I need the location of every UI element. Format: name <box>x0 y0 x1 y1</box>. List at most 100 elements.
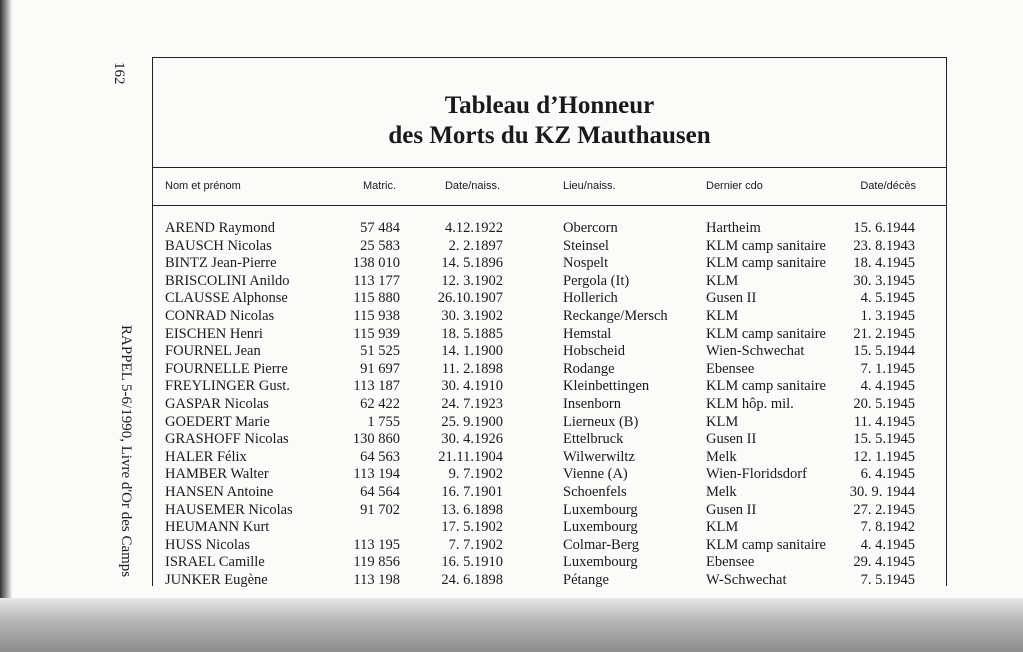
table-cell: Wilwerwiltz <box>563 448 635 465</box>
table-cell: 30. 3.1945 <box>853 272 915 289</box>
table-cell: 30. 4.1910 <box>441 378 503 395</box>
table-cell: FOURNEL Jean <box>165 343 261 360</box>
table-cell: BINTZ Jean-Pierre <box>165 255 277 272</box>
table-cell: 24. 7.1923 <box>441 396 503 412</box>
table-cell: 113 195 <box>353 536 400 553</box>
table-cell: 16. 5.1910 <box>441 554 503 571</box>
table-cell: KLM <box>706 308 739 324</box>
table-cell: KLM <box>706 413 739 430</box>
table-cell: 115 938 <box>353 308 400 324</box>
title-line: des Morts du KZ Mauthausen <box>388 122 711 149</box>
table-cell: 138 010 <box>352 255 400 272</box>
table-cell: HANSEN Antoine <box>165 484 274 500</box>
table-cell: Wien-Schwechat <box>706 343 805 360</box>
table-cell: 30. 4.1926 <box>441 431 503 448</box>
rule <box>152 167 947 168</box>
table-cell: 4. 4.1945 <box>860 536 915 553</box>
table-frame <box>152 57 947 586</box>
table-cell: 6. 4.1945 <box>860 466 915 483</box>
table-cell: Ebensee <box>706 360 755 377</box>
column-header: Nom et prénom <box>165 180 241 192</box>
table-cell: Luxembourg <box>563 519 638 536</box>
table-cell: Pétange <box>563 572 609 588</box>
table-cell: Luxembourg <box>563 554 638 571</box>
scan-shadow <box>0 598 1023 652</box>
table-cell: Reckange/Mersch <box>563 308 668 324</box>
table-cell: KLM camp sanitaire <box>706 536 826 553</box>
table-cell: Wien-Floridsdorf <box>706 466 807 483</box>
table-cell: 12. 1.1945 <box>853 448 915 465</box>
table-cell: 7. 7.1902 <box>448 536 503 553</box>
table-cell: CONRAD Nicolas <box>165 308 275 324</box>
table-cell: Luxembourg <box>563 501 638 518</box>
table-cell: Gusen II <box>706 431 757 448</box>
table-cell: 1 755 <box>367 413 400 430</box>
table-cell: 130 860 <box>352 431 400 448</box>
table-cell: CLAUSSE Alphonse <box>165 290 288 307</box>
table-cell: 113 187 <box>353 378 400 395</box>
table-cell: 18. 4.1945 <box>853 255 915 272</box>
table-cell: 18. 5.1885 <box>441 325 503 342</box>
table-cell: 23. 8.1943 <box>853 237 915 254</box>
table-cell: 20. 5.1945 <box>853 396 915 412</box>
table-cell: EISCHEN Henri <box>165 325 263 342</box>
table-cell: Ebensee <box>706 554 755 571</box>
table-cell: Colmar-Berg <box>563 536 639 553</box>
table-cell: JUNKER Eugène <box>165 572 268 588</box>
table-cell: 4.12.1922 <box>445 220 503 236</box>
table-cell: 91 702 <box>360 501 400 518</box>
table-cell: Gusen II <box>706 290 757 307</box>
title-line: Tableau d’Honneur <box>444 92 655 119</box>
table-cell: BRISCOLINI Anildo <box>165 272 290 289</box>
table-cell: Hollerich <box>563 290 618 307</box>
table-cell: Lierneux (B) <box>563 413 639 430</box>
table-cell: 17. 5.1902 <box>441 519 503 536</box>
table-cell: 113 198 <box>353 572 400 588</box>
table-cell: Vienne (A) <box>563 466 628 483</box>
table-cell: 64 563 <box>360 448 400 465</box>
table-cell: Steinsel <box>563 237 609 254</box>
column-header: Date/naiss. <box>444 180 500 192</box>
table-cell: 7. 1.1945 <box>860 360 915 377</box>
table-cell: 26.10.1907 <box>437 290 503 307</box>
table-cell: Nospelt <box>563 255 609 272</box>
table-cell: 119 856 <box>353 554 400 571</box>
table-cell: 29. 4.1945 <box>853 554 915 571</box>
table-cell: 15. 6.1944 <box>853 220 915 236</box>
table-cell: Melk <box>706 448 737 465</box>
table-cell: 25 583 <box>360 237 400 254</box>
table-cell: 64 564 <box>360 484 400 500</box>
table-cell: 113 194 <box>353 466 400 483</box>
table-cell: ISRAEL Camille <box>165 554 265 571</box>
table-cell: 12. 3.1902 <box>441 272 503 289</box>
table-cell: AREND Raymond <box>165 220 275 236</box>
table-cell: HAUSEMER Nicolas <box>165 501 293 518</box>
table-cell: KLM camp sanitaire <box>706 255 826 272</box>
table-cell: 13. 6.1898 <box>441 501 503 518</box>
side-note: RAPPEL 5-6/1990, Livre d'Or des Camps <box>118 325 134 578</box>
table-cell: 25. 9.1900 <box>441 413 503 430</box>
table-cell: 16. 7.1901 <box>441 484 503 500</box>
table-cell: Hemstal <box>563 325 612 342</box>
table-cell: 1. 3.1945 <box>860 308 915 324</box>
table-cell: 2. 2.1897 <box>448 237 503 254</box>
rule <box>152 205 947 206</box>
scan-edge <box>0 0 12 652</box>
table-cell: Schoenfels <box>563 484 627 500</box>
table-cell: Obercorn <box>563 220 618 236</box>
column-header: Dernier cdo <box>706 180 763 192</box>
table-cell: W-Schwechat <box>706 572 787 588</box>
table-cell: HUSS Nicolas <box>165 536 250 553</box>
table-cell: 24. 6.1898 <box>441 572 503 588</box>
table-cell: 15. 5.1944 <box>853 343 915 360</box>
table-cell: FOURNELLE Pierre <box>165 360 288 377</box>
table-cell: Insenborn <box>563 396 621 412</box>
table-cell: Hartheim <box>706 220 761 236</box>
table-cell: 9. 7.1902 <box>448 466 503 483</box>
column-header: Date/décès <box>860 180 916 192</box>
table-cell: HALER Félix <box>165 448 247 465</box>
column-header: Matric. <box>363 180 396 192</box>
table-cell: KLM hôp. mil. <box>706 396 794 412</box>
table-cell: 62 422 <box>360 396 400 412</box>
table-cell: 91 697 <box>360 360 400 377</box>
